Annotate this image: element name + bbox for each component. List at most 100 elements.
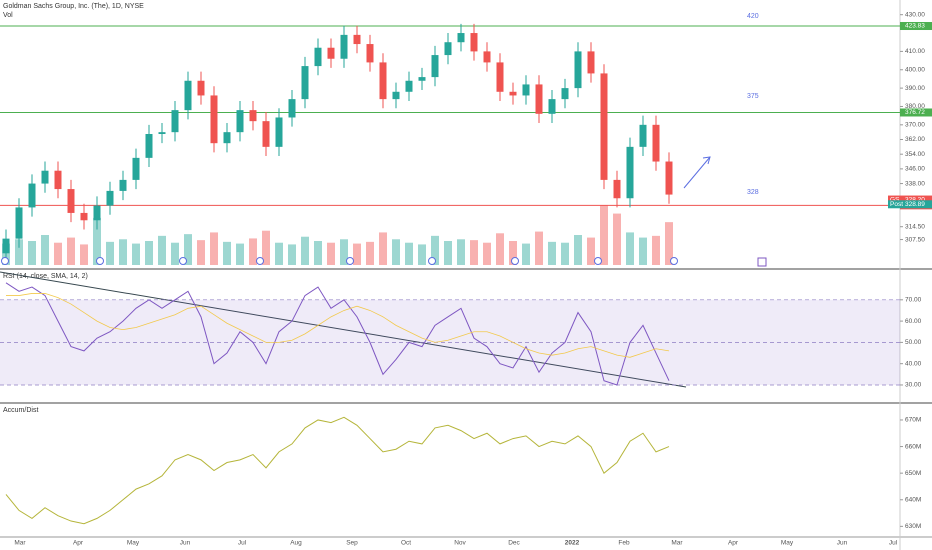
indicator-line [5,282,670,386]
event-marker [256,257,264,265]
volume-bar [652,235,660,265]
volume-bar [184,234,192,265]
volume-bar [340,239,348,265]
candle-body [184,80,192,111]
y-tick-label: 307.50 [905,236,925,243]
candle-body [392,91,400,100]
candle-body [119,179,127,191]
volume-bar [548,241,556,265]
volume-bar [93,217,101,265]
x-tick-label: Jun [837,540,848,547]
event-marker [428,257,436,265]
volume-bar [119,239,127,265]
candle-body [15,207,23,239]
y-tick-label: 430.00 [905,11,925,18]
price-tag-name: Post [890,201,903,208]
volume-bar [275,242,283,265]
y-tick-label: 370.00 [905,122,925,129]
candle-body [41,170,49,184]
arrow-head [702,156,711,165]
candle-body [80,212,88,221]
y-tick-label: 410.00 [905,48,925,55]
volume-bar [665,222,673,265]
volume-bar [236,243,244,265]
y-tick-label: 314.50 [905,223,925,230]
volume-bar [496,233,504,265]
event-marker [179,257,187,265]
y-tick-label: 50.00 [905,339,922,346]
annotation: 328 [747,189,759,196]
candle-body [106,190,114,206]
y-tick-label: 650M [905,470,921,477]
x-tick-label: Mar [671,540,683,547]
arrow-drawing [683,156,711,189]
y-tick-label: 640M [905,496,921,503]
candle-body [132,157,140,180]
level-tag-label: 423.83 [905,23,925,30]
volume-bar [262,230,270,265]
y-tick-label: 354.00 [905,151,925,158]
volume-bar [444,241,452,265]
y-tick-label: 380.00 [905,103,925,110]
x-tick-label: Apr [728,540,739,547]
volume-bar [535,231,543,265]
candle-body [275,117,283,147]
y-tick-label: 400.00 [905,66,925,73]
volume-bar [587,237,595,265]
x-tick-label: Apr [73,540,84,547]
candle-body [93,205,101,221]
candle-body [28,183,36,208]
y-tick-label: 660M [905,443,921,450]
level-tag-label: 376.72 [905,109,925,116]
candle-body [613,179,621,199]
event-marker [757,257,767,267]
candle-body [54,170,62,190]
x-tick-label: Oct [401,540,411,547]
candle-body [67,189,75,213]
symbol-title: Goldman Sachs Group, Inc. (The), 1D, NYS… [3,3,144,10]
volume-bar [210,232,218,265]
candle-body [2,238,10,254]
x-tick-label: Mar [14,540,26,547]
candle-body [236,110,244,133]
volume-bar [288,244,296,265]
y-tick-label: 40.00 [905,360,922,367]
candle-body [548,99,556,114]
event-marker [346,257,354,265]
candle-body [652,124,660,162]
y-tick-label: 338.00 [905,180,925,187]
y-tick-label: 30.00 [905,382,922,389]
x-tick-label: Aug [290,540,302,547]
candle-body [249,110,257,122]
x-tick-label: Jul [889,540,898,547]
candle-body [574,51,582,89]
y-tick-label: 390.00 [905,85,925,92]
price-tag-value: 328.20 [905,196,925,203]
candle-body [262,121,270,147]
candle-body [158,132,166,134]
volume-bar [418,244,426,265]
candle-body [197,80,205,96]
candle-body [288,99,296,118]
candle-body [314,47,322,67]
x-tick-label: Sep [346,540,358,547]
event-marker [96,257,104,265]
x-tick-label: Dec [508,540,520,547]
candle-body [561,88,569,100]
candle-body [444,42,452,56]
y-tick-label: 670M [905,417,921,424]
volume-bar [314,241,322,265]
price-tag-name: GS [890,196,900,203]
volume-bar [249,238,257,265]
candle-body [431,55,439,78]
indicator-line [6,293,670,358]
volume-bar [145,241,153,265]
volume-bar [431,235,439,265]
price-tag [888,200,932,209]
volume-bar [574,235,582,265]
event-marker [511,257,519,265]
volume-bar [379,232,387,265]
volume-bar [639,237,647,265]
price-tag [888,195,932,204]
volume-bar [28,241,36,265]
